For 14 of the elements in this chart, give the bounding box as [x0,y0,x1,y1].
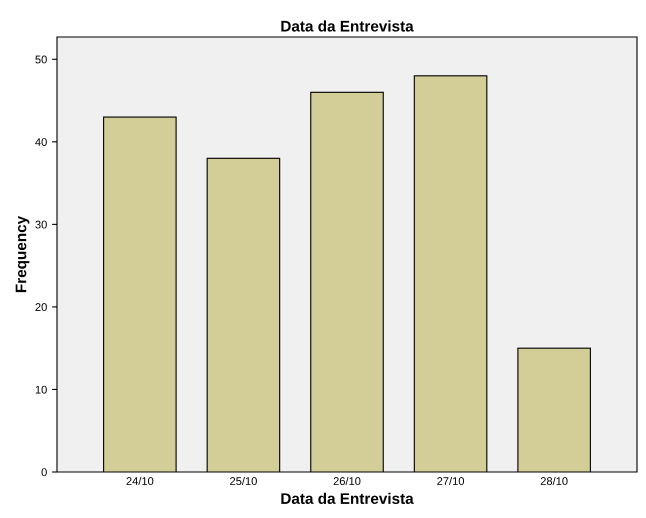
y-tick-label: 0 [42,468,47,476]
y-tick-label: 20 [35,303,47,312]
y-axis-title: Frequency [16,216,30,292]
y-tick-label: 50 [35,56,47,64]
x-tick-label: 25/10 [230,476,257,486]
chart-title: Data da Entrevista [281,20,414,32]
y-tick-label: 40 [35,138,47,146]
x-axis-title: Data da Entrevista [281,492,414,504]
y-tick-label: 10 [36,386,47,394]
x-tick-label: 28/10 [540,476,568,486]
x-tick-label: 26/10 [334,476,360,486]
x-tick-label: 24/10 [126,476,154,486]
x-tick-label: 27/10 [437,476,464,486]
y-tick-label: 30 [35,220,47,229]
